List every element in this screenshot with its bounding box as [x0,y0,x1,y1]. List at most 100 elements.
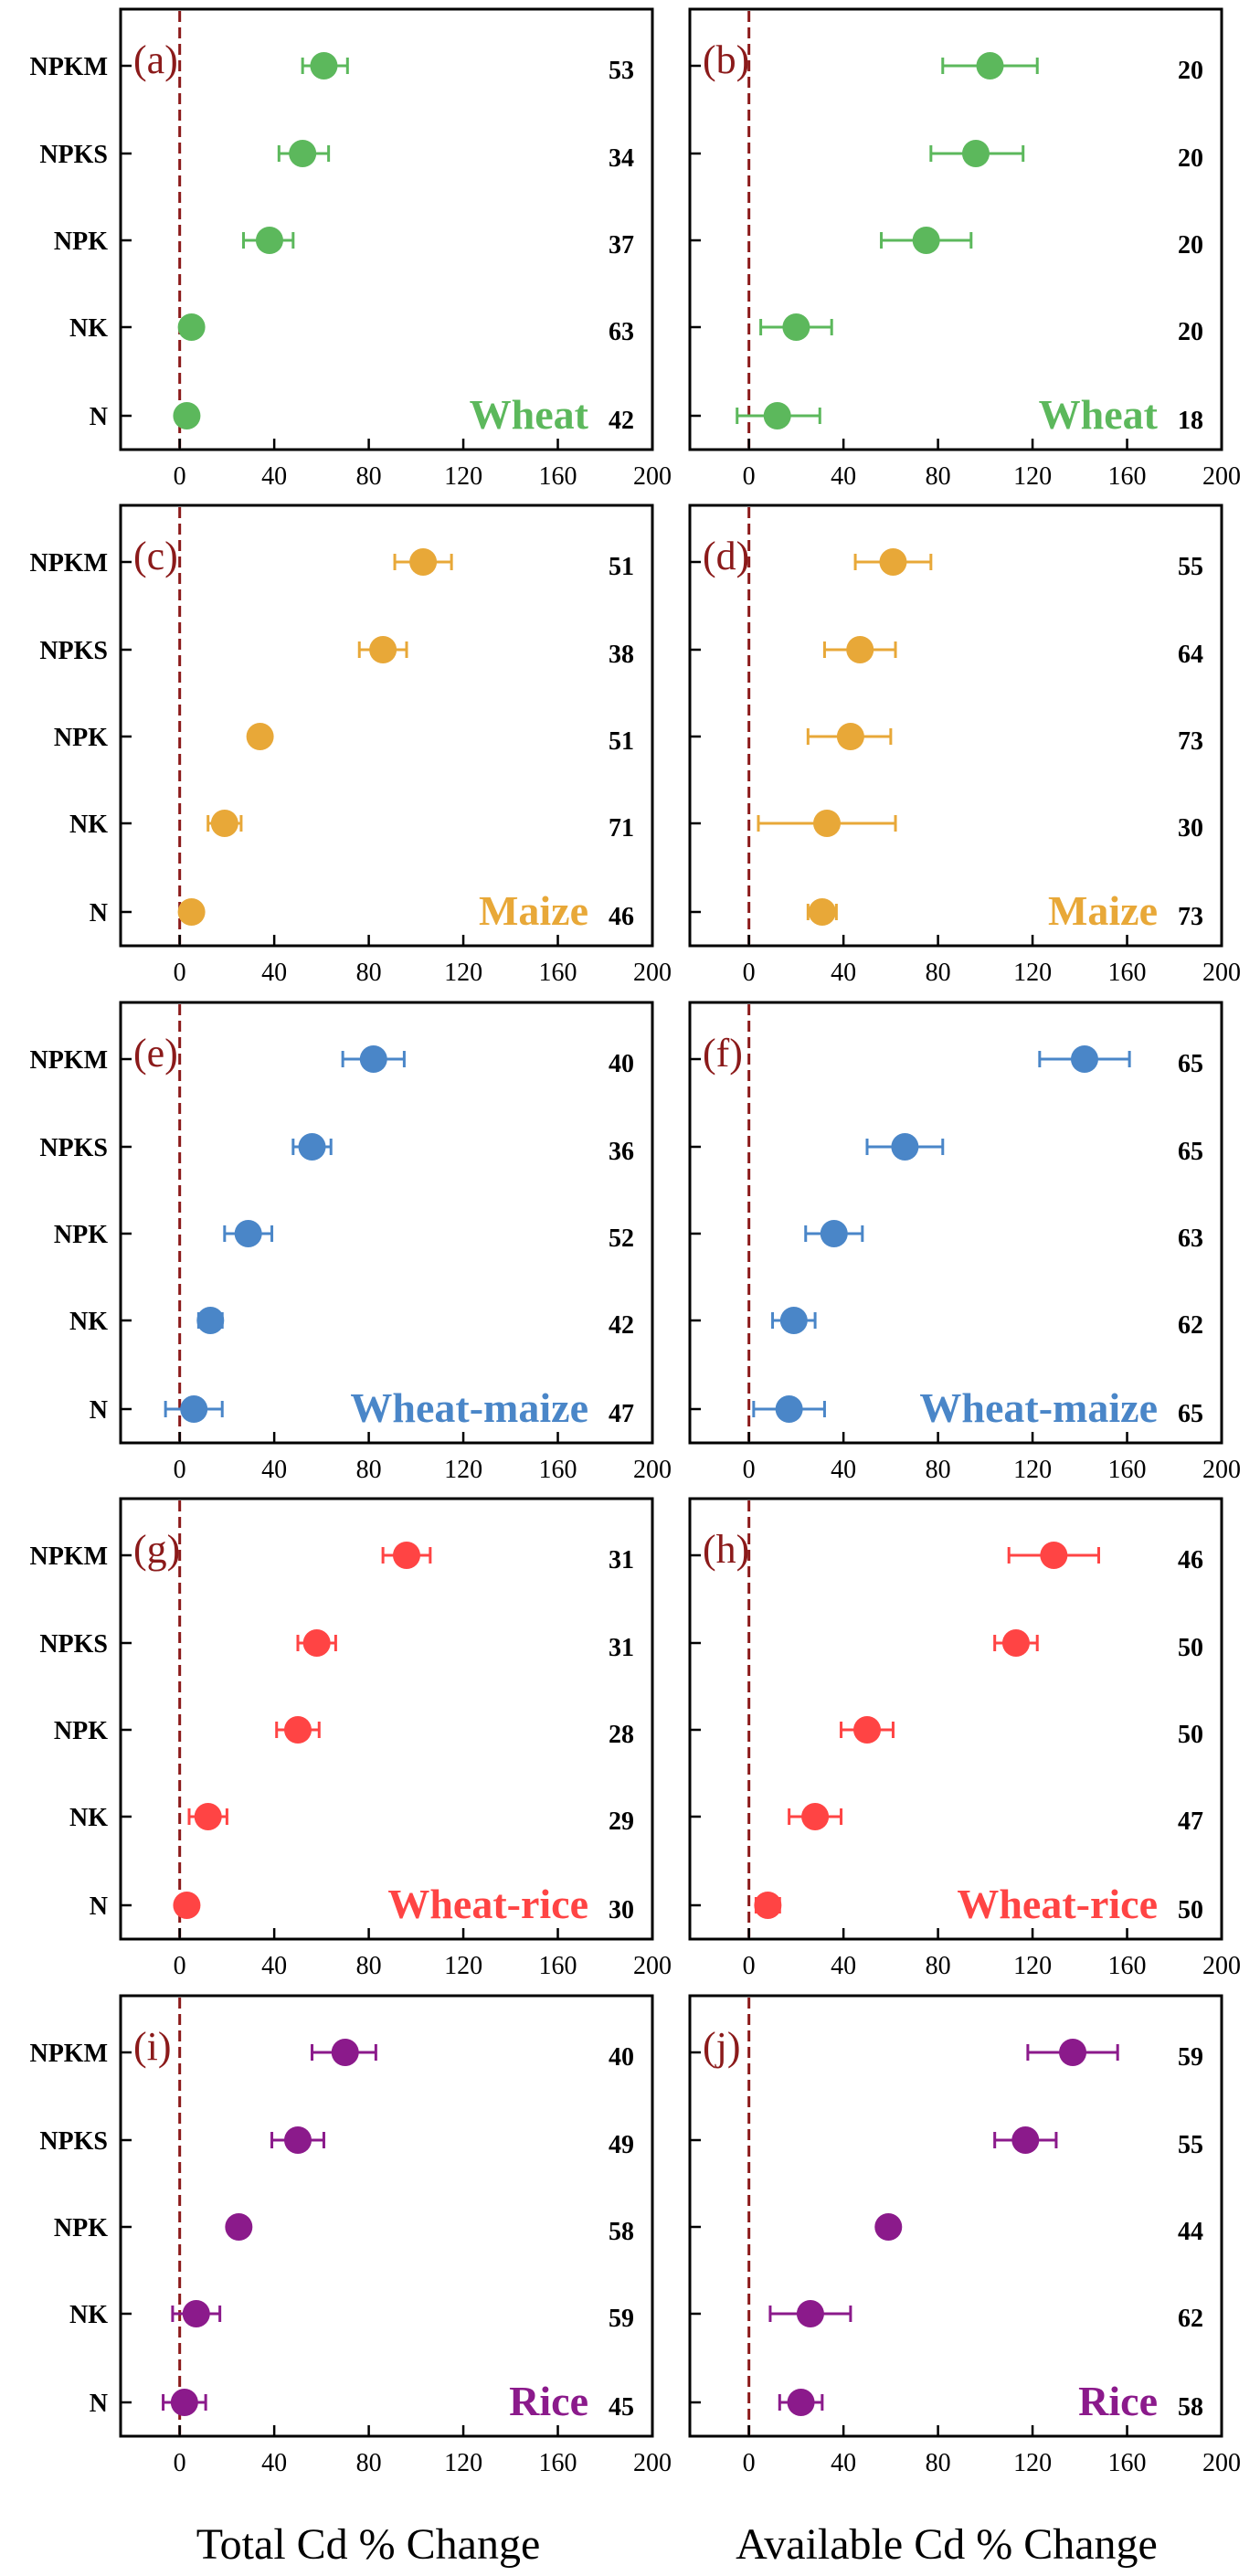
point-marker [912,227,940,254]
point-marker [775,1395,803,1423]
sample-size-label: 20 [1178,318,1203,346]
point-marker [177,898,206,926]
sample-size-label: 20 [1178,144,1203,173]
data-point-n: 58 [778,2389,1203,2422]
x-tick-label: 200 [1202,2449,1241,2477]
data-point-npks: 55 [993,2126,1203,2159]
x-tick-label: 160 [539,1456,577,1484]
x-tick-label: 120 [444,2449,482,2477]
data-point-nk: 47 [788,1803,1203,1836]
point-marker [234,1220,262,1247]
data-point-n: 73 [806,898,1203,931]
crop-label: Wheat-rice [387,1881,588,1927]
sample-size-label: 63 [609,318,634,346]
x-tick-label: 40 [831,1952,856,1980]
sample-size-label: 63 [1178,1224,1203,1253]
data-point-npk: 20 [880,227,1203,260]
data-point-nk: 71 [206,810,634,843]
sample-size-label: 40 [609,1050,634,1078]
point-marker [194,1803,222,1830]
point-marker [813,810,842,837]
point-marker [836,723,864,750]
y-category-label: NPKS [39,637,108,665]
sample-size-label: 59 [609,2305,634,2333]
data-point-nk: 62 [771,1307,1203,1340]
x-tick-label: 0 [743,1952,756,1980]
data-point-npks: 38 [357,636,634,669]
sample-size-label: 49 [609,2131,634,2159]
data-point-npks: 49 [270,2126,634,2159]
data-point-n: 45 [162,2389,634,2422]
y-category-label: N [90,1892,108,1921]
x-tick-label: 0 [743,462,756,491]
y-category-label: NK [69,314,108,343]
point-marker [787,2389,815,2416]
data-point-npk: 63 [804,1220,1203,1253]
data-point-npkm: 20 [941,52,1203,85]
point-marker [173,1892,201,1919]
sample-size-label: 50 [1178,1896,1203,1924]
x-tick-label: 0 [743,2449,756,2477]
sample-size-label: 30 [1178,814,1203,843]
sample-size-label: 37 [609,231,634,260]
panel-frame [688,1001,1223,1445]
x-tick-label: 40 [831,1456,856,1484]
y-category-label: NK [69,2301,108,2329]
sample-size-label: 30 [609,1896,634,1924]
x-tick-label: 40 [261,959,287,987]
sample-size-label: 29 [609,1807,634,1836]
y-category-label: NPKM [29,53,108,81]
x-tick-label: 80 [926,462,951,491]
point-marker [1059,2039,1087,2066]
y-category-label: NPKS [39,1134,108,1162]
point-marker [853,1716,881,1744]
point-marker [976,52,1004,80]
data-point-npkm: 59 [1026,2039,1203,2072]
x-tick-label: 0 [174,462,186,491]
y-category-label: NPK [54,1221,108,1249]
x-tick-label: 120 [444,462,482,491]
sample-size-label: 20 [1178,231,1203,260]
data-point-n: 46 [177,898,634,931]
panel-j: 04080120160200NPKMNPKSNPKNKN5955446258(j… [688,1994,1241,2477]
crop-label: Maize [479,887,588,934]
panel-g: 0 40 80 120 160 200 NPKM NPKS NPK NK N 31 31 28 29 30 (g… [29,1497,672,1980]
sample-size-label: 20 [1178,57,1203,85]
panel-frame [119,1497,654,1941]
y-category-label: N [90,403,108,431]
x-tick-label: 120 [444,1952,482,1980]
point-marker [763,402,791,429]
sample-size-label: 58 [609,2218,634,2246]
x-tick-label: 200 [633,2449,672,2477]
x-tick-label: 40 [261,1456,287,1484]
data-point-n: 30 [173,1892,634,1924]
y-category-label: N [90,2390,108,2418]
y-category-label: NPKM [29,549,108,578]
panel-frame [119,504,654,948]
point-marker [820,1220,848,1247]
panel-label: (e) [133,1031,178,1076]
sample-size-label: 46 [1178,1546,1203,1574]
point-marker [246,723,274,750]
y-category-label: NK [69,1308,108,1336]
point-marker [284,1716,312,1744]
panel-frame [688,504,1223,948]
sample-size-label: 40 [609,2043,634,2072]
x-axis-title-total: Total Cd % Change [196,2520,541,2569]
x-tick-label: 80 [356,2449,382,2477]
x-tick-label: 200 [1202,462,1241,491]
panel-label: (c) [133,534,178,578]
sample-size-label: 65 [1178,1138,1203,1166]
sample-size-label: 47 [1178,1807,1203,1836]
x-tick-label: 40 [261,462,287,491]
sample-size-label: 34 [609,144,634,173]
sample-size-label: 46 [609,903,634,931]
x-tick-label: 80 [356,462,382,491]
data-point-npkm: 65 [1038,1045,1203,1078]
panel-label: (h) [703,1527,749,1572]
data-point-npks: 20 [929,140,1203,173]
point-marker [302,1629,331,1657]
x-tick-label: 80 [356,1456,382,1484]
crop-label: Wheat [470,391,589,438]
